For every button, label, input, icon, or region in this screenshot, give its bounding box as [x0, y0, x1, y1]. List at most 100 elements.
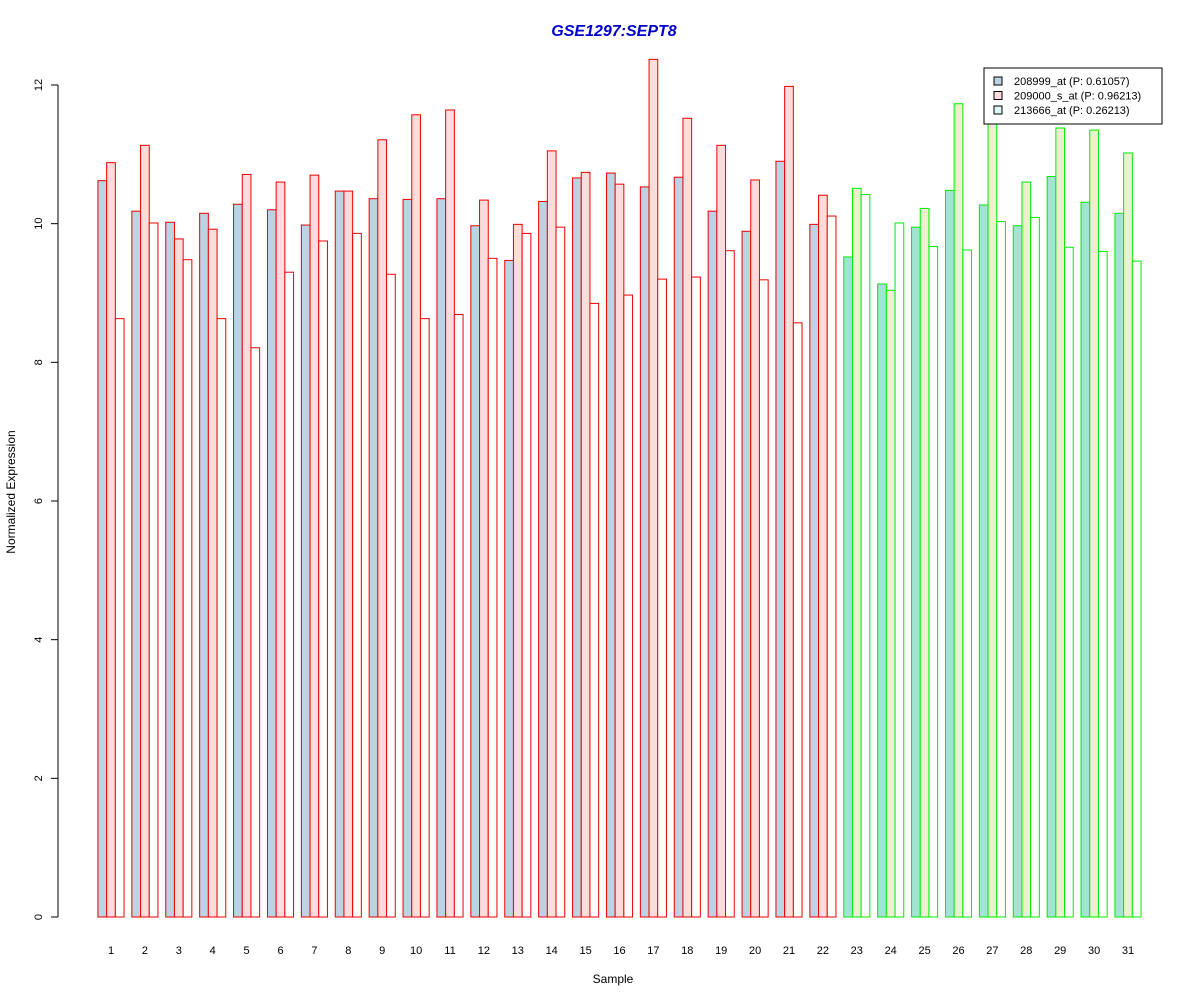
x-tick-label: 1	[108, 945, 114, 957]
bar-sample-24-series-3	[894, 222, 905, 918]
bar-sample-25-series-3	[928, 246, 939, 918]
x-tick-label: 27	[986, 945, 998, 957]
bar-sample-30-series-3	[1097, 250, 1108, 918]
x-tick-label: 4	[210, 945, 216, 957]
x-tick-label: 25	[918, 945, 930, 957]
x-tick-label: 14	[546, 945, 558, 957]
bar-sample-6-series-2	[275, 181, 286, 918]
bar-sample-3-series-1	[165, 221, 175, 918]
bar-sample-12-series-1	[470, 225, 481, 918]
bar-sample-27-series-2	[987, 108, 998, 918]
y-tick-label: 10	[33, 218, 45, 230]
bar-sample-28-series-3	[1030, 216, 1040, 918]
bar-sample-4-series-2	[207, 228, 218, 918]
bar-sample-18-series-3	[691, 276, 701, 918]
bar-sample-5-series-3	[250, 347, 261, 918]
bar-sample-14-series-3	[555, 226, 566, 918]
y-axis: 0 2 4 6 8 10 12	[33, 79, 59, 920]
bar-sample-18-series-1	[673, 176, 684, 918]
bar-sample-13-series-1	[504, 259, 514, 918]
x-tick-label: 31	[1122, 945, 1134, 957]
legend-box	[983, 67, 1163, 125]
bar-sample-20-series-2	[750, 179, 760, 918]
bar-sample-22-series-1	[809, 223, 820, 918]
x-tick-label: 5	[244, 945, 250, 957]
bar-sample-19-series-3	[725, 250, 735, 918]
legend-swatch	[993, 105, 1003, 115]
bar-sample-5-series-1	[233, 203, 243, 918]
bar-sample-9-series-1	[368, 198, 379, 918]
y-tick-label: 2	[33, 775, 45, 781]
bar-sample-4-series-1	[199, 212, 209, 918]
bar-sample-18-series-2	[682, 117, 693, 918]
bar-sample-8-series-2	[343, 190, 354, 918]
legend: 208999_at (P: 0.61057) 209000_s_at (P: 0.…	[983, 67, 1163, 125]
bar-sample-6-series-3	[284, 271, 295, 918]
chart-title: GSE1297:SEPT8	[551, 23, 677, 40]
bar-sample-26-series-2	[953, 103, 964, 918]
x-tick-label: 15	[579, 945, 591, 957]
bar-sample-19-series-1	[707, 210, 718, 918]
legend-swatch	[993, 76, 1003, 86]
x-tick-label: 23	[851, 945, 863, 957]
bar-sample-8-series-1	[334, 190, 345, 918]
bar-sample-10-series-3	[419, 318, 430, 918]
bar-sample-14-series-2	[546, 150, 557, 918]
bar-sample-9-series-3	[386, 273, 396, 918]
bar-sample-31-series-3	[1131, 260, 1142, 918]
bar-sample-15-series-1	[572, 177, 582, 918]
bar-sample-20-series-1	[741, 230, 752, 918]
x-axis-tick-labels: 1 2 3 4 5 6 7 8 9 10 11 12 13 14 15 16 17 18 19 20 21 22 23 24 2…	[108, 945, 1134, 957]
bar-sample-15-series-3	[589, 302, 600, 918]
bar-sample-2-series-3	[148, 222, 159, 918]
legend-entry-label: 213666_at (P: 0.26213)	[1014, 105, 1130, 117]
bar-sample-3-series-2	[173, 238, 184, 918]
legend-swatch	[993, 91, 1003, 100]
x-tick-label: 28	[1020, 945, 1032, 957]
bar-sample-31-series-1	[1114, 212, 1125, 918]
y-tick-label: 4	[33, 637, 45, 643]
legend-entry-label: 209000_s_at (P: 0.96213)	[1014, 91, 1141, 103]
bar-sample-22-series-3	[826, 215, 837, 918]
x-tick-label: 20	[749, 945, 761, 957]
bar-sample-2-series-1	[131, 210, 142, 918]
x-tick-label: 21	[783, 945, 795, 957]
x-axis-label: Sample	[593, 972, 634, 986]
bar-sample-27-series-3	[996, 221, 1006, 918]
bar-sample-24-series-1	[877, 283, 887, 918]
x-tick-label: 7	[311, 945, 317, 957]
bar-sample-25-series-1	[911, 226, 921, 918]
bar-sample-7-series-1	[300, 224, 311, 918]
x-tick-label: 17	[647, 945, 659, 957]
x-tick-label: 3	[176, 945, 182, 957]
bar-sample-1-series-3	[114, 318, 125, 918]
bar-sample-17-series-1	[639, 186, 650, 918]
bar-sample-28-series-1	[1012, 225, 1023, 918]
legend-entry-label: 208999_at (P: 0.61057)	[1014, 76, 1130, 88]
bar-sample-21-series-3	[792, 322, 803, 918]
bar-sample-6-series-1	[266, 209, 277, 918]
bar-sample-8-series-3	[352, 232, 362, 918]
x-tick-label: 19	[715, 945, 727, 957]
bar-sample-20-series-3	[758, 279, 769, 918]
bar-sample-2-series-2	[140, 144, 150, 918]
bar-sample-9-series-2	[377, 139, 388, 918]
bar-sample-30-series-1	[1080, 201, 1091, 918]
bar-sample-28-series-2	[1021, 181, 1032, 918]
x-tick-label: 10	[410, 945, 422, 957]
bars-group	[97, 58, 1142, 918]
bar-sample-10-series-1	[402, 198, 413, 918]
bar-sample-26-series-1	[944, 189, 955, 918]
bar-sample-12-series-2	[479, 199, 489, 918]
bar-sample-1-series-2	[106, 162, 116, 918]
bar-sample-19-series-2	[716, 144, 727, 918]
x-tick-label: 24	[885, 945, 897, 957]
bar-sample-29-series-3	[1064, 246, 1074, 918]
bar-sample-5-series-2	[241, 173, 252, 918]
bar-sample-29-series-2	[1055, 127, 1066, 918]
x-tick-label: 18	[681, 945, 693, 957]
y-tick-label: 0	[33, 914, 45, 920]
bar-sample-23-series-2	[851, 187, 862, 918]
bar-sample-4-series-3	[216, 318, 227, 918]
